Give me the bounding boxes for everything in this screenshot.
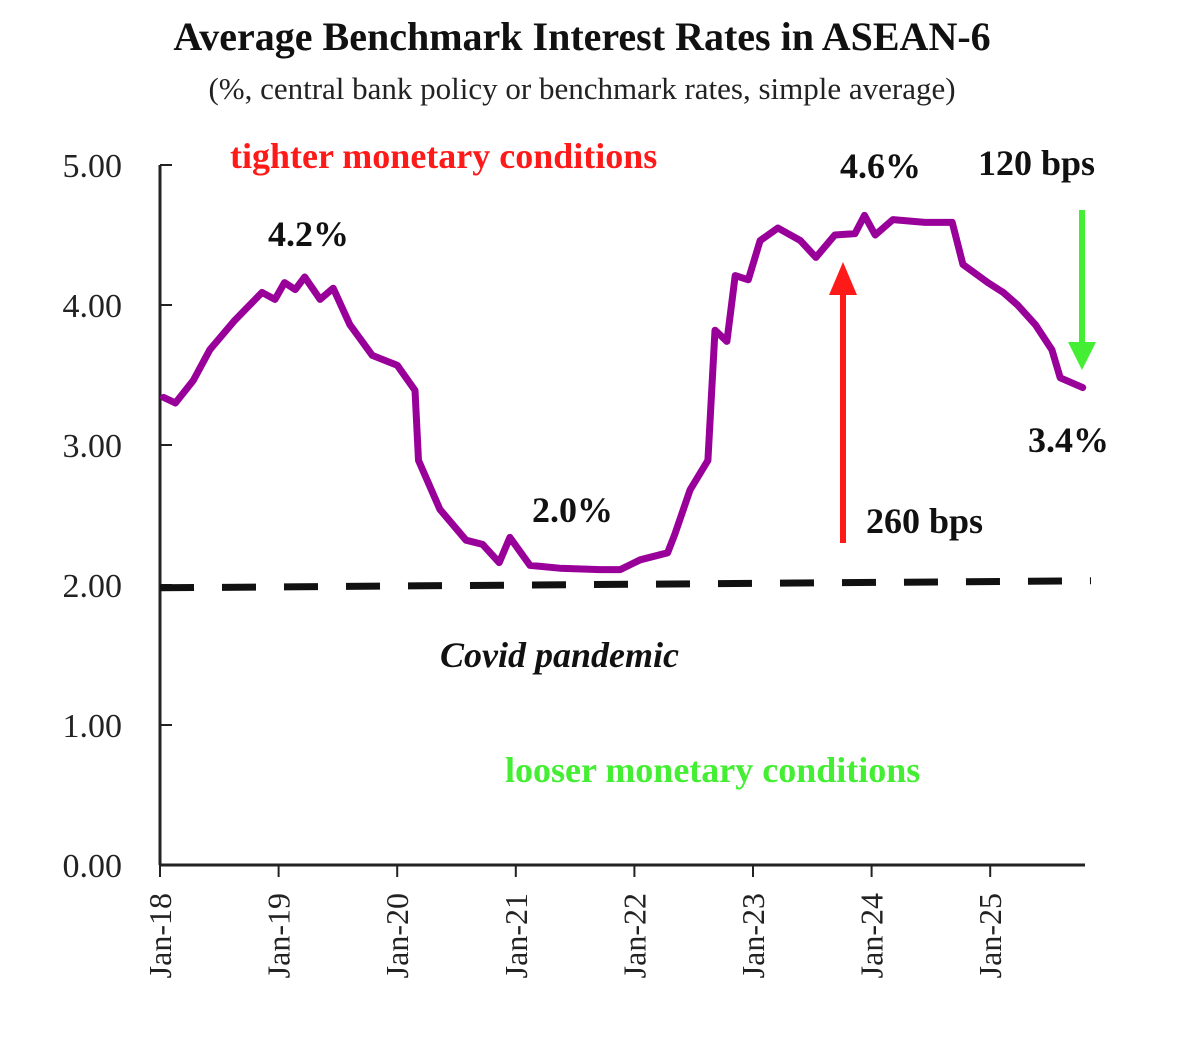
x-tick-label: Jan-22 [616, 893, 652, 978]
y-tick-label: 1.00 [63, 708, 123, 745]
annotation-rise: 260 bps [866, 501, 983, 541]
chart-title: Average Benchmark Interest Rates in ASEA… [173, 14, 990, 59]
x-tick-label: Jan-20 [379, 893, 415, 978]
x-tick-label: Jan-21 [498, 893, 534, 978]
x-tick-label: Jan-24 [854, 893, 890, 978]
chart-subtitle: (%, central bank policy or benchmark rat… [208, 71, 955, 106]
up-arrow-head [829, 262, 857, 295]
annotation-tighter: tighter monetary conditions [230, 136, 657, 176]
annotation-trough: 2.0% [532, 490, 613, 530]
annotation-arrows [829, 210, 1096, 543]
y-tick-label: 3.00 [63, 428, 123, 465]
down-arrow-head [1068, 342, 1096, 370]
x-tick-label: Jan-19 [261, 893, 297, 978]
x-tick-label: Jan-18 [142, 893, 178, 978]
annotation-fall: 120 bps [978, 143, 1095, 183]
y-tick-label: 2.00 [63, 568, 123, 605]
covid-dashed-line [159, 577, 1092, 592]
tick-labels: 0.00 1.00 2.00 3.00 4.00 5.00 Jan-18 Jan-19 Jan-… [63, 148, 1009, 978]
annotation-looser: looser monetary conditions [505, 750, 920, 790]
y-tick-label: 0.00 [63, 848, 123, 885]
annotation-peak1: 4.2% [268, 214, 349, 254]
axes [158, 164, 1085, 877]
annotation-latest: 3.4% [1028, 420, 1109, 460]
annotation-covid: Covid pandemic [440, 635, 679, 675]
x-tick-label: Jan-23 [735, 893, 771, 978]
y-tick-label: 4.00 [63, 288, 123, 325]
series-layer [159, 211, 1092, 592]
rate-line [160, 211, 1087, 574]
y-tick-label: 5.00 [63, 148, 123, 185]
annotation-peak2: 4.6% [840, 146, 921, 186]
x-tick-label: Jan-25 [972, 893, 1008, 978]
